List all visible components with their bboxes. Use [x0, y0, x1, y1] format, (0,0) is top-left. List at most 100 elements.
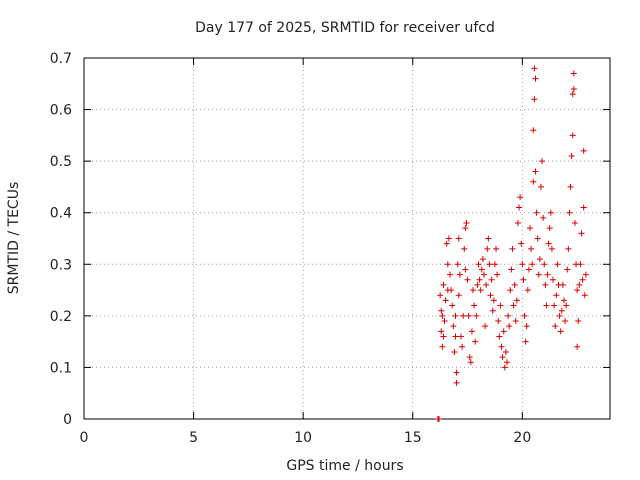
data-point	[532, 168, 539, 175]
data-point	[472, 338, 479, 345]
data-point	[506, 323, 513, 330]
data-point	[540, 214, 547, 221]
data-point	[488, 276, 495, 283]
data-point	[505, 312, 512, 319]
data-point	[436, 416, 443, 422]
data-point	[531, 96, 538, 103]
data-point	[569, 132, 576, 139]
data-point	[459, 343, 466, 350]
data-point	[495, 318, 502, 325]
data-point	[490, 297, 497, 304]
data-point	[547, 209, 554, 216]
data-point	[575, 318, 582, 325]
data-point	[457, 333, 464, 340]
data-point	[498, 343, 505, 350]
data-point	[494, 271, 501, 278]
data-point	[544, 271, 551, 278]
grid	[84, 58, 610, 419]
data-point	[539, 158, 546, 165]
data-point	[564, 266, 571, 273]
data-point	[580, 147, 587, 154]
data-point	[530, 127, 537, 134]
data-point	[487, 292, 494, 299]
data-point	[445, 235, 452, 242]
data-point	[558, 307, 565, 314]
data-point	[524, 287, 531, 294]
data-point	[485, 235, 492, 242]
data-point	[496, 333, 503, 340]
data-point	[553, 292, 560, 299]
data-point	[579, 276, 586, 283]
data-point	[521, 312, 528, 319]
data-point	[520, 276, 527, 283]
data-point	[468, 328, 475, 335]
data-point	[503, 359, 510, 366]
data-point	[467, 359, 474, 366]
data-point	[437, 292, 444, 299]
data-point	[531, 65, 538, 72]
data-point	[448, 287, 455, 294]
y-tick-label: 0.7	[50, 51, 72, 67]
data-point	[563, 302, 570, 309]
data-point	[570, 85, 577, 92]
data-point	[460, 312, 467, 319]
y-tick-label: 0.1	[50, 360, 72, 376]
data-point	[570, 70, 577, 77]
data-point	[529, 261, 536, 268]
data-point	[568, 152, 575, 159]
data-point	[455, 292, 462, 299]
data-point	[513, 297, 520, 304]
data-point	[532, 75, 539, 82]
data-point	[522, 338, 529, 345]
data-point	[463, 220, 470, 227]
data-point	[489, 307, 496, 314]
data-point	[551, 302, 558, 309]
y-tick-label: 0.4	[50, 206, 72, 222]
data-point	[477, 287, 484, 294]
data-point	[560, 297, 567, 304]
data-point	[449, 302, 456, 309]
data-point	[508, 266, 515, 273]
data-point	[565, 245, 572, 252]
data-point	[512, 318, 519, 325]
data-point	[509, 245, 516, 252]
y-axis-label: SRMTID / TECUs	[6, 182, 22, 295]
data-point	[466, 354, 473, 361]
data-point	[548, 245, 555, 252]
data-point	[582, 271, 589, 278]
data-point	[483, 281, 490, 288]
data-point	[566, 209, 573, 216]
data-point	[545, 240, 552, 247]
data-point	[501, 364, 508, 371]
data-point	[456, 271, 463, 278]
data-point	[537, 183, 544, 190]
data-point	[543, 302, 550, 309]
data-point	[518, 240, 525, 247]
data-point	[562, 318, 569, 325]
data-point	[464, 276, 471, 283]
data-point	[578, 230, 585, 237]
x-tick-label: 20	[513, 430, 531, 446]
data-point	[461, 245, 468, 252]
y-tick-label: 0.3	[50, 257, 72, 273]
data-point	[454, 261, 461, 268]
data-point	[557, 328, 564, 335]
data-point	[535, 271, 542, 278]
data-point	[438, 328, 445, 335]
x-tick-label: 5	[189, 430, 198, 446]
data-point	[550, 276, 557, 283]
data-point	[530, 178, 537, 185]
data-point	[500, 328, 507, 335]
data-point	[474, 281, 481, 288]
data-point	[462, 225, 469, 232]
data-point	[484, 245, 491, 252]
data-point	[514, 220, 521, 227]
data-point	[574, 287, 581, 294]
data-point	[486, 261, 493, 268]
data-point	[533, 209, 540, 216]
data-points	[434, 65, 589, 422]
x-tick-label: 0	[80, 430, 89, 446]
data-point	[516, 204, 523, 211]
